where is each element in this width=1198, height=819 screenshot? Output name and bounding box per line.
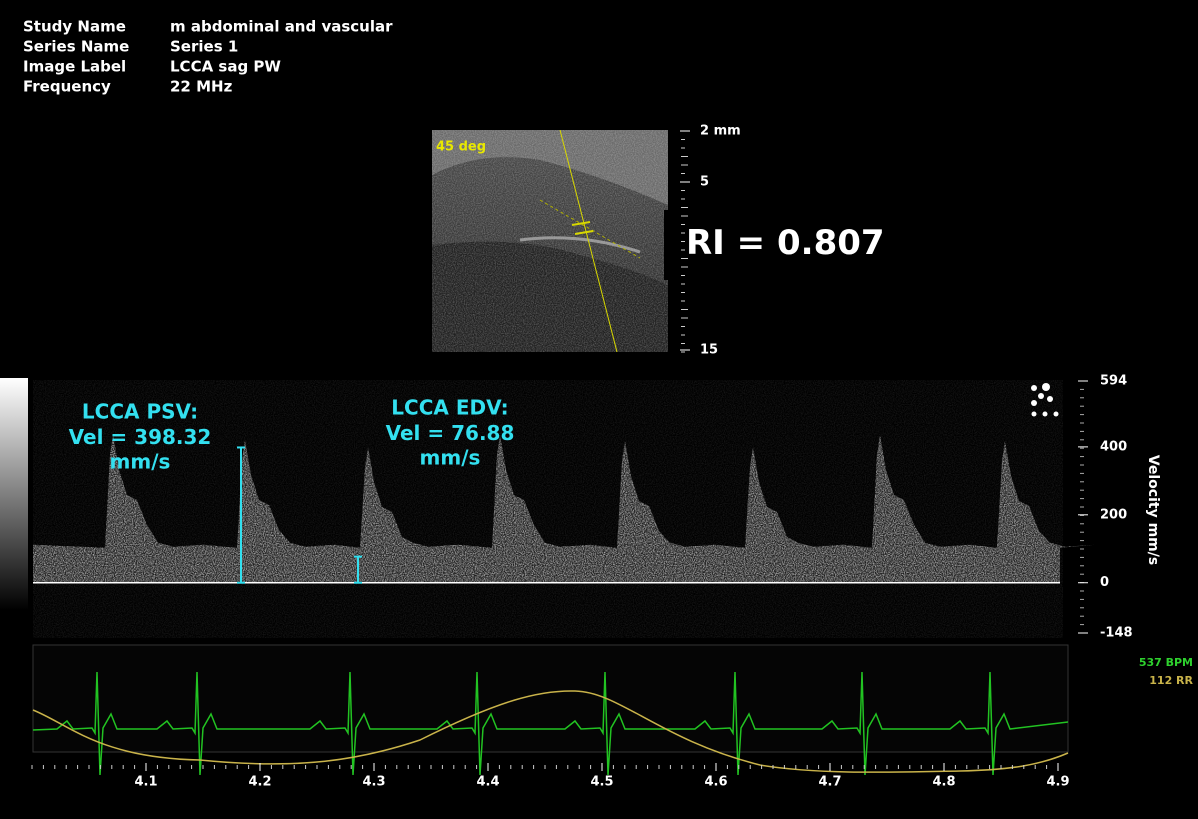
- measurement-line: Vel =398.32: [69, 425, 212, 449]
- time-tick-label: 4.1: [134, 775, 157, 790]
- ultrasound-view: Study Name m abdominal and vascular Series…: [0, 0, 1198, 819]
- measurement-value: 398.32: [134, 425, 211, 449]
- ri-value: 0.807: [777, 223, 885, 263]
- field-label: Study Name: [23, 18, 126, 36]
- measurement-title: LCCA EDV:: [391, 396, 508, 420]
- measurement-label: Vel =: [386, 421, 445, 445]
- measurement-value: 76.88: [451, 421, 514, 445]
- velocity-axis-title: Velocity mm/s: [1145, 455, 1161, 565]
- time-tick-label: 4.9: [1046, 775, 1069, 790]
- measurement-unit: mm/s: [420, 446, 481, 470]
- field-value: 22 MHz: [170, 78, 233, 96]
- time-tick-label: 4.5: [590, 775, 613, 790]
- measurement-title: LCCA PSV:: [82, 400, 198, 424]
- bmode-image: [432, 130, 668, 352]
- measurement-label: Vel =: [69, 425, 128, 449]
- ri-label: RI =: [686, 223, 765, 263]
- depth-label: 2 mm: [700, 124, 741, 139]
- angle-label: 45 deg: [436, 140, 486, 155]
- physio-panel: [33, 645, 1068, 752]
- measurement-unit: mm/s: [110, 450, 171, 474]
- field-value: Series 1: [170, 38, 238, 56]
- time-tick-label: 4.8: [932, 775, 955, 790]
- velocity-tick-label: 594: [1100, 374, 1127, 389]
- page: Study Name m abdominal and vascular Series…: [0, 0, 1198, 819]
- time-tick-label: 4.4: [476, 775, 499, 790]
- time-tick-label: 4.7: [818, 775, 841, 790]
- field-value: LCCA sag PW: [170, 58, 281, 76]
- grayscale-bar: [0, 378, 28, 610]
- rr: 112 RR: [1149, 674, 1193, 687]
- time-tick-label: 4.3: [362, 775, 385, 790]
- time-tick-label: 4.6: [704, 775, 727, 790]
- ri-result: RI = 0.807: [686, 223, 885, 263]
- field-label: Series Name: [23, 38, 129, 56]
- field-label: Frequency: [23, 78, 111, 96]
- velocity-tick-label: 0: [1100, 575, 1109, 590]
- velocity-tick-label: 400: [1100, 439, 1127, 454]
- depth-label: 5: [700, 175, 709, 190]
- field-value: m abdominal and vascular: [170, 18, 393, 36]
- bpm: 537 BPM: [1139, 656, 1193, 669]
- time-tick-label: 4.2: [248, 775, 271, 790]
- field-label: Image Label: [23, 58, 126, 76]
- depth-label: 15: [700, 343, 718, 358]
- velocity-tick-label: 200: [1100, 507, 1127, 522]
- image-mask: [664, 210, 674, 280]
- velocity-tick-label: -148: [1100, 626, 1133, 641]
